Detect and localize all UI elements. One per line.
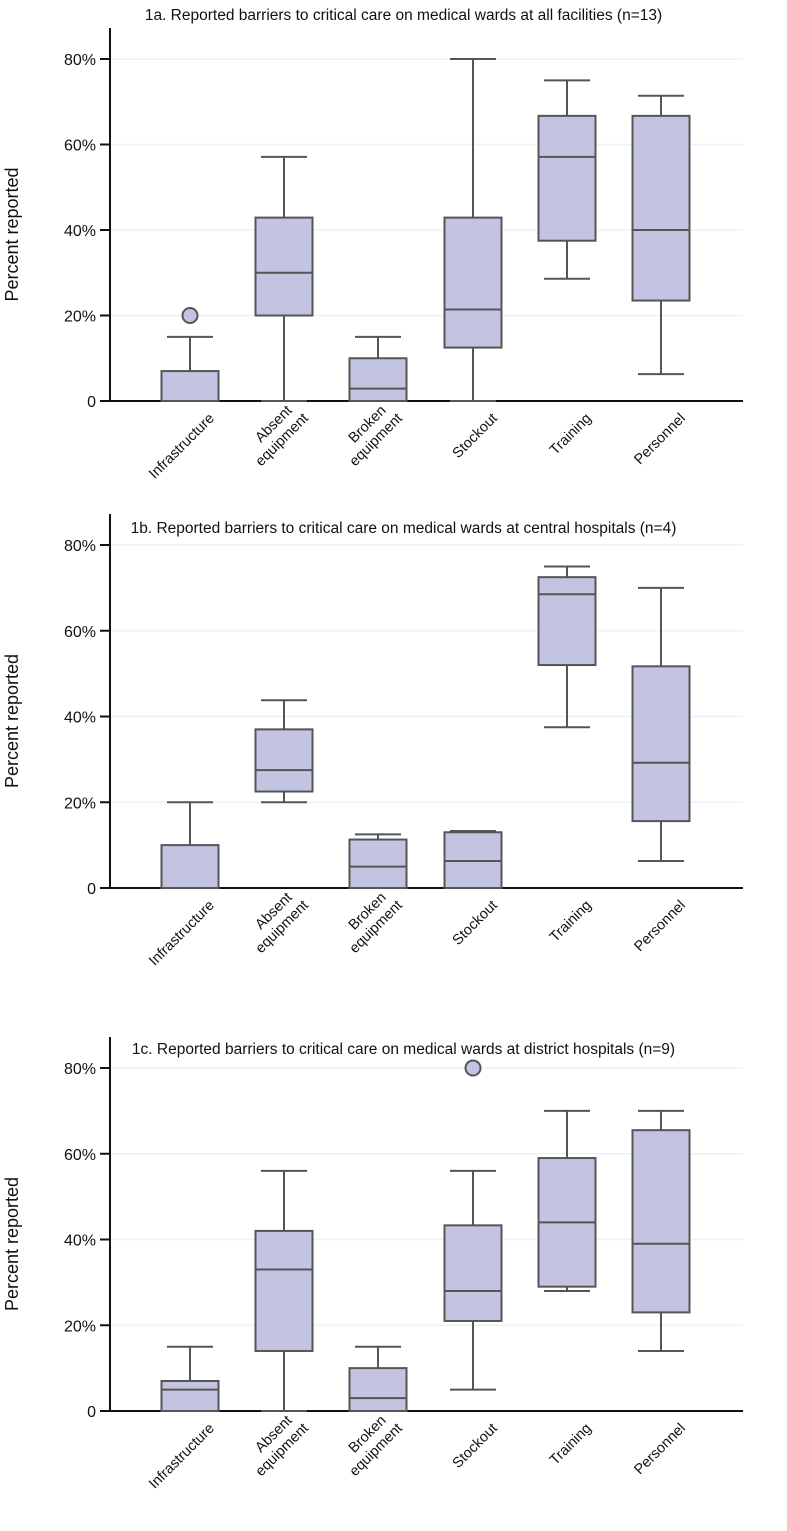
x-tick-label: Training <box>547 1421 595 1469</box>
x-tick-label: Training <box>547 411 595 459</box>
x-tick-label: Infrastructure <box>146 411 218 483</box>
x-tick-label: Stockout <box>450 411 501 462</box>
outlier-point <box>181 307 199 324</box>
y-tick-label: 40% <box>64 223 96 240</box>
box-stockout <box>443 829 503 890</box>
y-tick-label: 40% <box>64 710 96 727</box>
x-tick-label: Training <box>547 898 595 946</box>
box-absent-equipment <box>254 699 314 804</box>
x-tick-label: Stockout <box>450 898 501 949</box>
x-tick-label-line: Infrastructure <box>146 411 218 483</box>
chart-title: 1c. Reported barriers to critical care o… <box>132 1041 675 1058</box>
iqr-box <box>160 370 220 403</box>
x-tick-label-line: Stockout <box>450 1421 501 1472</box>
y-axis-label: Percent reported <box>2 654 22 788</box>
iqr-box <box>537 576 597 667</box>
x-tick-label-line: Stockout <box>450 411 501 462</box>
iqr-box <box>348 838 408 890</box>
box-personnel <box>631 1109 691 1352</box>
box-infrastructure <box>160 1345 220 1413</box>
x-tick-label-line: Training <box>547 411 595 459</box>
y-tick-label: 20% <box>64 1318 96 1335</box>
iqr-box <box>160 1379 220 1413</box>
box-broken-equipment <box>348 833 408 890</box>
y-tick-label: 20% <box>64 795 96 812</box>
y-tick-label: 0 <box>87 881 96 898</box>
box-broken-equipment <box>348 335 408 402</box>
y-tick-label: 80% <box>64 52 96 69</box>
box-training <box>537 1109 597 1292</box>
box-absent-equipment <box>254 155 314 402</box>
x-tick-label-line: Personnel <box>631 898 688 955</box>
box-personnel <box>631 586 691 862</box>
box-broken-equipment <box>348 1345 408 1412</box>
y-tick-label: 0 <box>87 394 96 411</box>
y-tick-label: 80% <box>64 1061 96 1078</box>
y-axis-label: Percent reported <box>2 1177 22 1311</box>
x-tick-label-line: Infrastructure <box>146 898 218 970</box>
y-tick-label: 60% <box>64 138 96 155</box>
box-absent-equipment <box>254 1169 314 1412</box>
outlier-point <box>464 1059 482 1077</box>
box-training <box>537 565 597 729</box>
chart-panel-a: 1a. Reported barriers to critical care o… <box>2 7 743 482</box>
y-tick-label: 80% <box>64 538 96 555</box>
x-tick-label-line: Personnel <box>631 411 688 468</box>
iqr-box <box>443 1224 503 1322</box>
iqr-box <box>160 844 220 889</box>
x-tick-label-line: Training <box>547 898 595 946</box>
iqr-box <box>254 216 314 317</box>
iqr-box <box>443 216 503 349</box>
box-personnel <box>631 94 691 376</box>
chart-panel-c: 1c. Reported barriers to critical care o… <box>2 1037 743 1492</box>
y-axis-label: Percent reported <box>2 167 22 301</box>
iqr-box <box>537 114 597 242</box>
iqr-box <box>348 1367 408 1412</box>
y-tick-label: 0 <box>87 1404 96 1421</box>
iqr-box <box>631 665 691 823</box>
box-infrastructure <box>160 801 220 889</box>
box-training <box>537 79 597 280</box>
x-tick-label: Personnel <box>631 1421 688 1478</box>
y-tick-label: 40% <box>64 1233 96 1250</box>
iqr-box <box>631 114 691 302</box>
y-tick-label: 20% <box>64 309 96 326</box>
iqr-box <box>254 1229 314 1352</box>
x-tick-label: Infrastructure <box>146 898 218 970</box>
y-tick-label: 60% <box>64 1147 96 1164</box>
box-stockout <box>443 58 503 402</box>
x-tick-label: Stockout <box>450 1421 501 1472</box>
x-tick-label-line: Personnel <box>631 1421 688 1478</box>
iqr-box <box>348 357 408 402</box>
chart-panel-b: 1b. Reported barriers to critical care o… <box>2 514 743 969</box>
x-tick-label-line: Stockout <box>450 898 501 949</box>
y-tick-label: 60% <box>64 624 96 641</box>
x-tick-label: Personnel <box>631 411 688 468</box>
x-tick-label-line: Training <box>547 1421 595 1469</box>
iqr-box <box>254 728 314 793</box>
x-tick-label-line: Infrastructure <box>146 1421 218 1493</box>
iqr-box <box>631 1129 691 1314</box>
box-infrastructure <box>160 307 220 403</box>
chart-title: 1a. Reported barriers to critical care o… <box>145 7 662 24</box>
chart-title: 1b. Reported barriers to critical care o… <box>131 520 677 537</box>
box-stockout <box>443 1059 503 1391</box>
x-tick-label: Personnel <box>631 898 688 955</box>
x-tick-label: Infrastructure <box>146 1421 218 1493</box>
